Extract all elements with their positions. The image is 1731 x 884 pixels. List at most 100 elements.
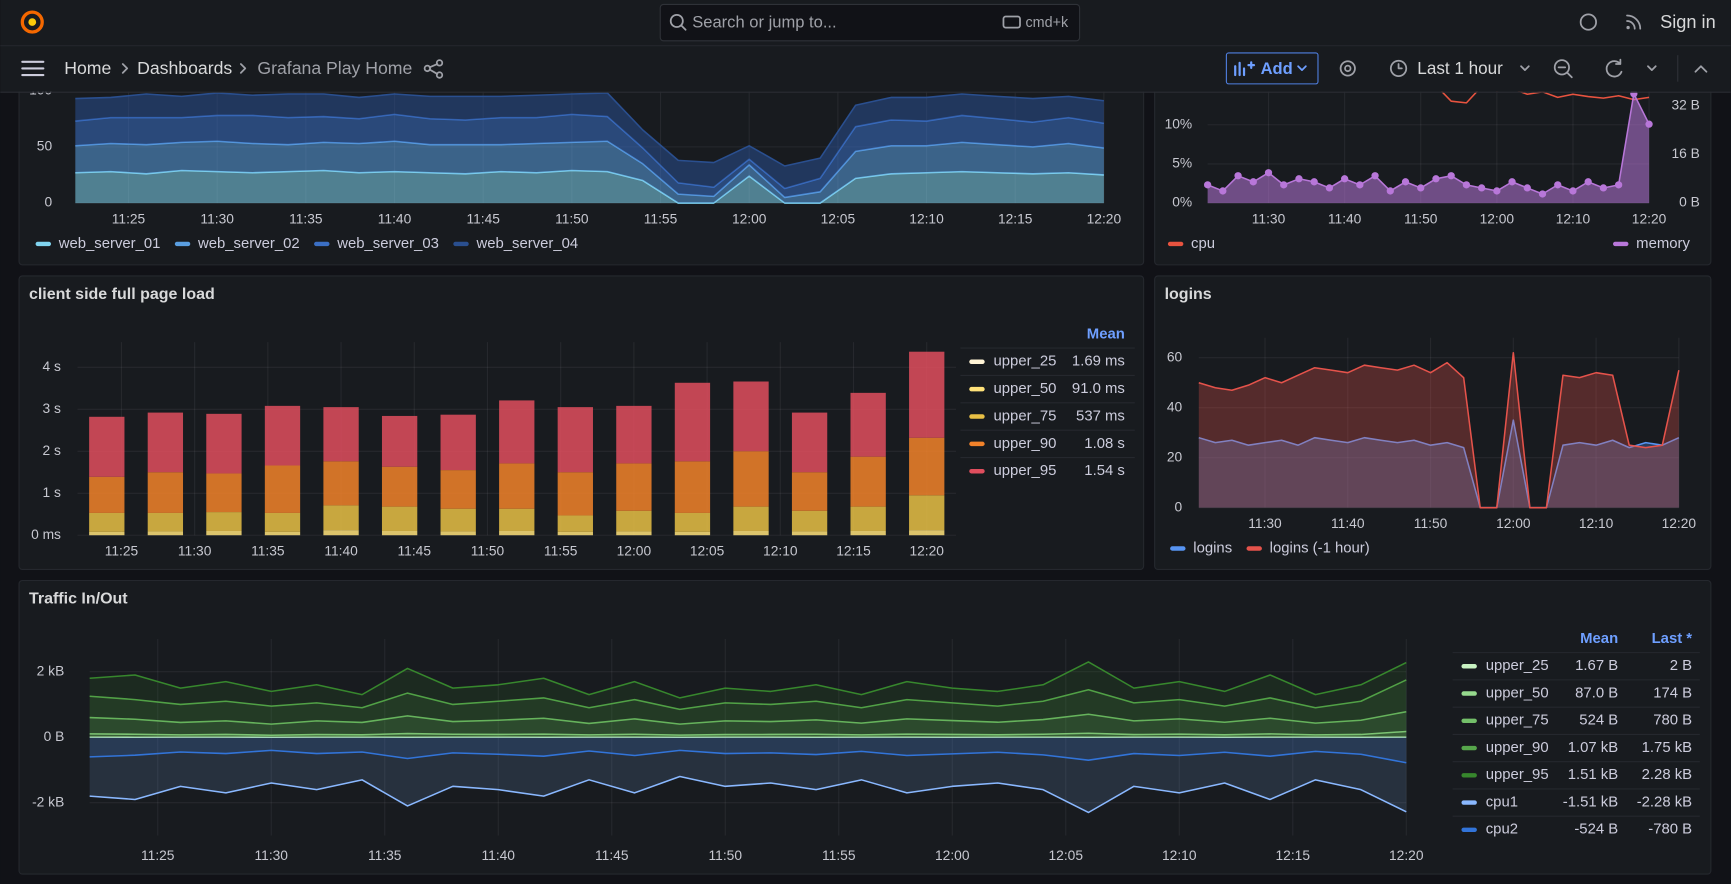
shortcut: cmd+k bbox=[1026, 15, 1069, 31]
y-tick-label: 4 s bbox=[43, 359, 61, 374]
data-point bbox=[1614, 181, 1623, 189]
x-tick-label: 12:20 bbox=[1632, 211, 1667, 226]
area-fill bbox=[1207, 93, 1650, 204]
bar-segment bbox=[206, 530, 242, 536]
share-icon[interactable] bbox=[423, 64, 432, 73]
share-icon[interactable] bbox=[435, 71, 444, 79]
data-point bbox=[1310, 178, 1318, 186]
legend-label: cpu bbox=[1191, 236, 1215, 252]
breadcrumb-chevron bbox=[121, 63, 129, 74]
share-icon[interactable] bbox=[428, 63, 439, 75]
chevron[interactable] bbox=[1647, 65, 1657, 71]
breadcrumb-item[interactable]: Dashboards bbox=[137, 58, 232, 78]
bar-segment bbox=[557, 515, 593, 532]
chevron[interactable] bbox=[1297, 65, 1307, 71]
area-fill bbox=[75, 170, 1104, 204]
refresh-icon[interactable] bbox=[1605, 58, 1623, 78]
logo-ring[interactable] bbox=[20, 10, 44, 34]
bar-segment bbox=[850, 530, 886, 536]
time-picker[interactable]: Last 1 hour bbox=[1389, 59, 1530, 78]
search-placeholder[interactable]: Search or jump to... bbox=[692, 13, 836, 32]
legend-header: Mean bbox=[1087, 326, 1125, 342]
x-tick-label: 12:00 bbox=[1496, 516, 1531, 531]
chevron[interactable] bbox=[1520, 65, 1530, 71]
rss-dot[interactable] bbox=[1626, 25, 1630, 30]
legend-label: upper_90 bbox=[994, 436, 1057, 452]
legend-swatch bbox=[969, 414, 985, 419]
area-fill bbox=[89, 731, 1407, 738]
x-tick-label: 11:50 bbox=[709, 848, 743, 863]
data-point bbox=[1538, 190, 1547, 198]
y-tick-label: 0 bbox=[44, 195, 52, 210]
bar-segment bbox=[440, 414, 476, 471]
collapse-icon[interactable] bbox=[1694, 65, 1708, 73]
breadcrumb-item[interactable]: Home bbox=[64, 58, 111, 78]
time-range[interactable]: Last 1 hour bbox=[1417, 59, 1503, 78]
legend-label: cpu2 bbox=[1486, 822, 1518, 838]
settings-icon[interactable] bbox=[1339, 60, 1356, 77]
legend-label: web_server_02 bbox=[197, 236, 300, 252]
x-tick-label: 11:35 bbox=[368, 848, 402, 863]
search[interactable]: Search or jump to... cmd+k bbox=[659, 3, 1081, 42]
clock-icon[interactable] bbox=[1397, 63, 1403, 70]
rss-icon[interactable] bbox=[1626, 14, 1642, 30]
x-tick-label: 12:20 bbox=[909, 543, 944, 558]
add-icon[interactable] bbox=[1234, 61, 1256, 77]
search-box[interactable] bbox=[659, 3, 1081, 42]
legend-swatch bbox=[1167, 241, 1184, 247]
x-tick-label: 11:50 bbox=[1404, 211, 1438, 226]
data-point bbox=[1386, 187, 1394, 195]
bar-segment bbox=[733, 381, 769, 452]
logo-core[interactable] bbox=[28, 18, 37, 26]
clock-icon[interactable] bbox=[1389, 59, 1408, 78]
bar-segment bbox=[791, 510, 828, 532]
x-tick-label: 11:55 bbox=[544, 543, 578, 558]
legend-swatch bbox=[1461, 718, 1477, 723]
bar-segment bbox=[206, 473, 242, 513]
breadcrumb-chevron bbox=[239, 63, 247, 74]
legend-swatch bbox=[174, 241, 191, 247]
help-icon[interactable] bbox=[1579, 13, 1597, 31]
data-point bbox=[1599, 184, 1608, 192]
bar-segment bbox=[323, 461, 359, 506]
y-tick-label: 40 bbox=[1167, 399, 1183, 414]
add-button-frame[interactable] bbox=[1225, 52, 1319, 85]
legend-label: upper_90 bbox=[1486, 740, 1549, 756]
menu-icon[interactable] bbox=[21, 60, 45, 77]
add-label[interactable]: Add bbox=[1261, 59, 1293, 78]
sign-in[interactable]: Sign in bbox=[1660, 12, 1716, 32]
bar-segment bbox=[909, 437, 945, 496]
bar-segment bbox=[733, 530, 769, 536]
area-fill bbox=[1198, 420, 1679, 508]
add-button[interactable]: Add bbox=[1225, 52, 1319, 85]
bar-segment bbox=[791, 472, 828, 511]
x-tick-label: 12:15 bbox=[1276, 848, 1311, 863]
share-icon[interactable] bbox=[435, 59, 444, 67]
logo[interactable] bbox=[20, 10, 44, 34]
bar-segment bbox=[323, 505, 359, 531]
settings-icon[interactable] bbox=[1344, 64, 1352, 73]
share-icon[interactable] bbox=[423, 59, 444, 79]
zoom-out-icon[interactable] bbox=[1557, 66, 1573, 79]
x-tick-label: 12:05 bbox=[690, 543, 725, 558]
data-point bbox=[1280, 181, 1288, 189]
bar-segment bbox=[440, 531, 476, 536]
legend-label: upper_25 bbox=[1486, 658, 1549, 674]
data-point bbox=[1554, 181, 1562, 189]
bar-segment bbox=[791, 531, 828, 536]
legend-value: 1.07 kB bbox=[1568, 740, 1619, 756]
bar-segment bbox=[616, 510, 652, 532]
rss-icon[interactable] bbox=[1626, 14, 1642, 30]
bar-segment bbox=[206, 512, 242, 531]
bar-segment bbox=[909, 495, 945, 531]
legend-swatch bbox=[969, 359, 985, 364]
x-tick-label: 12:05 bbox=[821, 211, 856, 226]
legend-value: 2 B bbox=[1670, 658, 1692, 674]
zoom-out-icon[interactable] bbox=[1553, 59, 1570, 76]
bar-segment bbox=[791, 412, 828, 473]
data-point bbox=[1493, 187, 1501, 195]
legend-label: web_server_01 bbox=[58, 236, 161, 252]
top-bar: Search or jump to... cmd+k Sign in bbox=[0, 0, 1731, 47]
data-point bbox=[1569, 187, 1577, 195]
